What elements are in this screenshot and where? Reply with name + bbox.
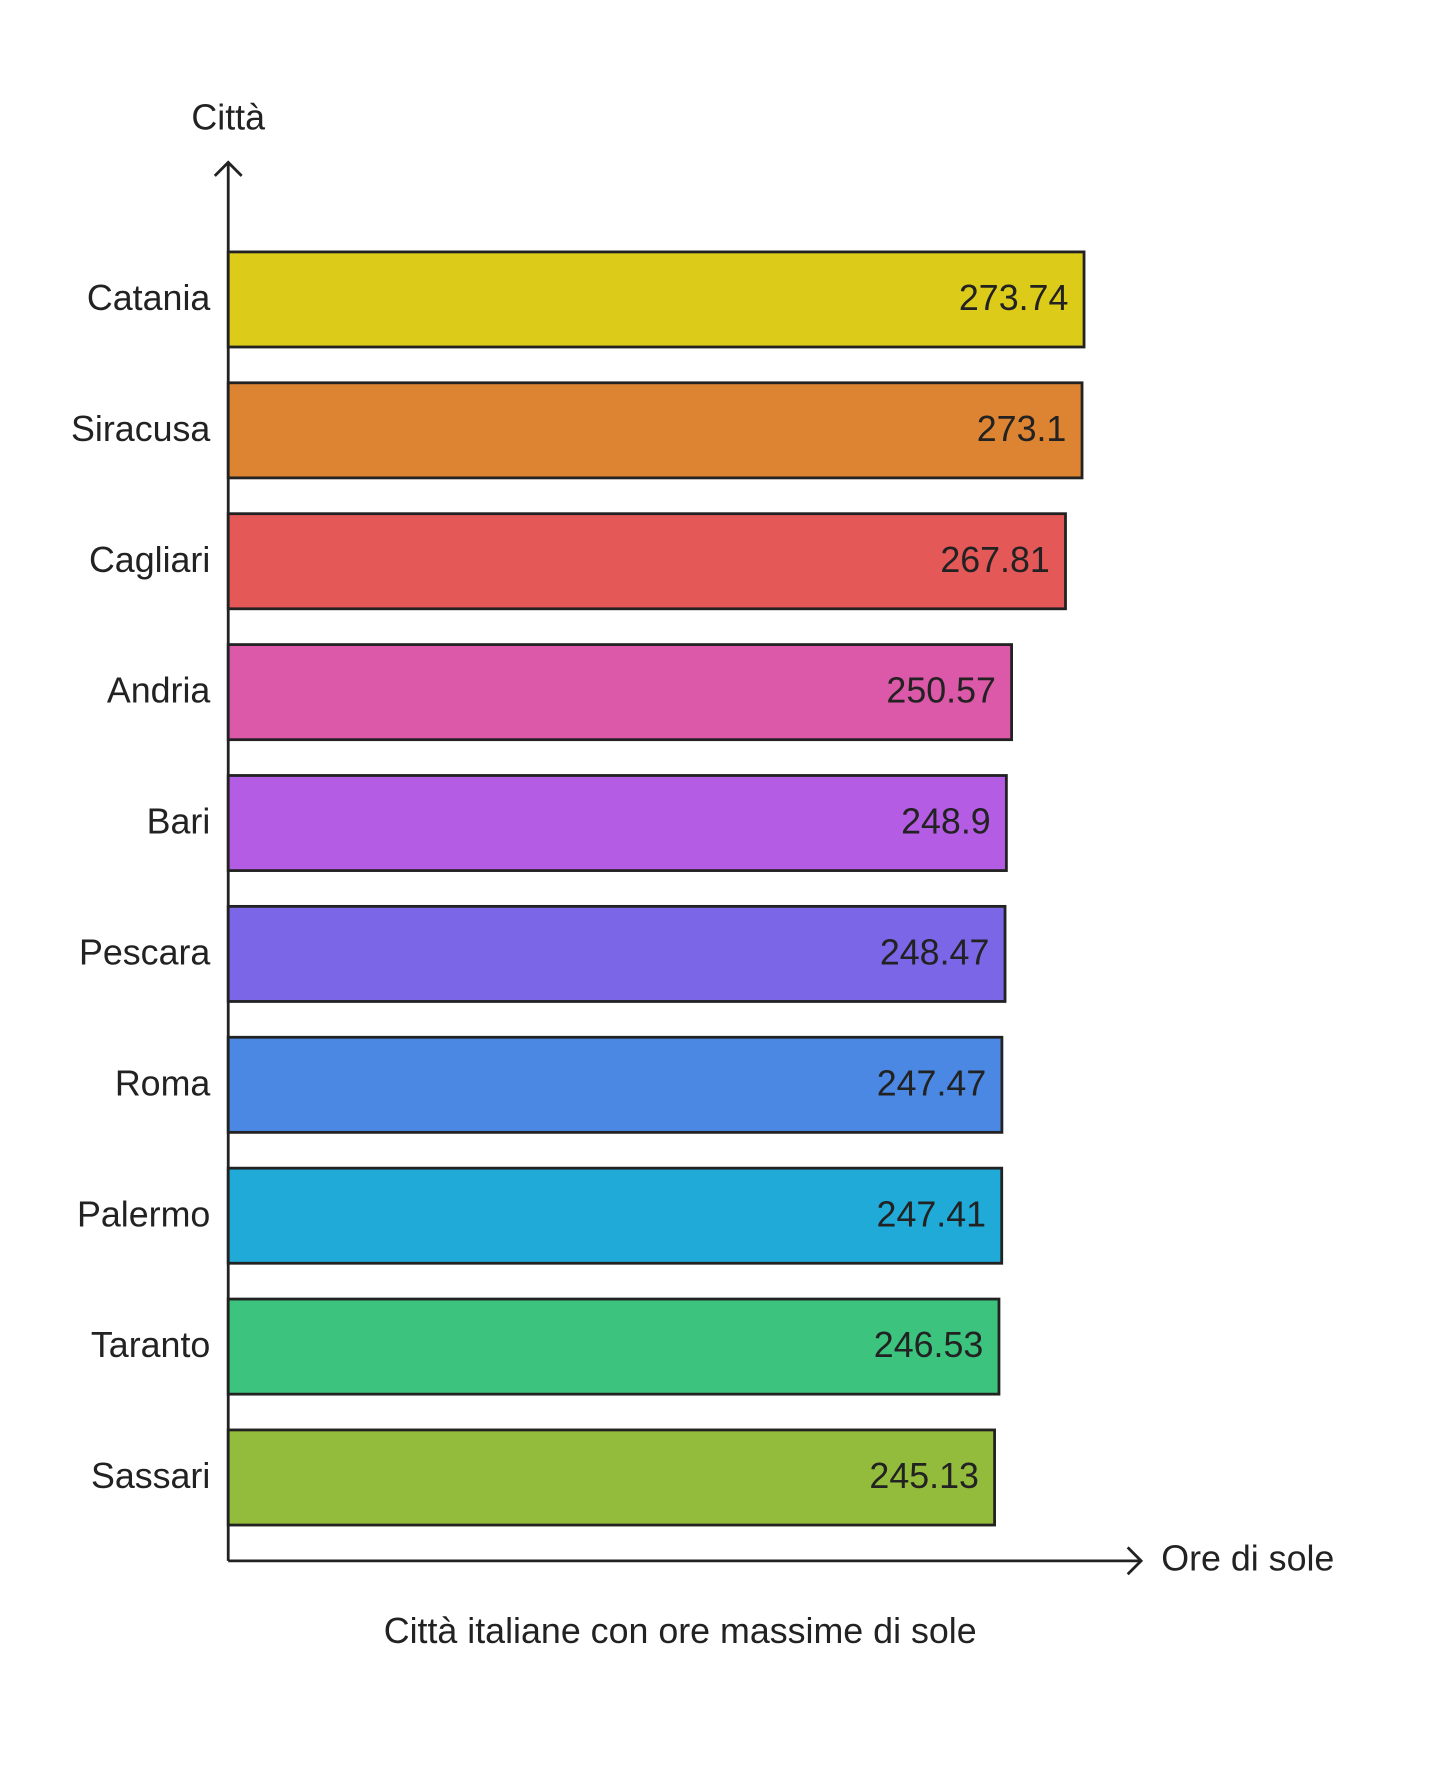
- y-tick-label: Pescara: [79, 932, 210, 972]
- y-tick-label: Sassari: [91, 1456, 210, 1496]
- x-axis-label: Ore di sole: [1161, 1538, 1334, 1578]
- value-label: 273.74: [959, 278, 1068, 318]
- y-tick-label: Taranto: [91, 1325, 210, 1365]
- bar: [226, 904, 1007, 1003]
- chart-title: Città italiane con ore massime di sole: [384, 1611, 977, 1651]
- value-label: 246.53: [874, 1325, 983, 1365]
- bar: [226, 512, 1067, 611]
- bar: [226, 1035, 1004, 1134]
- value-label: 273.1: [977, 409, 1067, 449]
- y-tick-label: Catania: [87, 278, 210, 318]
- bar: [226, 1166, 1004, 1265]
- bar: [226, 1297, 1001, 1396]
- value-label: 245.13: [869, 1456, 979, 1496]
- y-axis-label: Città: [191, 97, 265, 137]
- y-tick-label: Roma: [115, 1063, 211, 1103]
- value-label: 250.57: [886, 671, 996, 711]
- bar: [226, 250, 1086, 349]
- y-tick-label: Siracusa: [71, 409, 210, 449]
- value-label: 247.41: [877, 1194, 987, 1234]
- value-label: 248.47: [880, 932, 990, 972]
- value-label: 247.47: [877, 1063, 987, 1103]
- x-axis: [228, 1546, 1144, 1576]
- bar: [226, 643, 1013, 742]
- bar: [226, 774, 1008, 872]
- y-tick-label: Palermo: [77, 1194, 210, 1234]
- y-tick-label: Cagliari: [89, 540, 210, 580]
- value-label: 248.9: [901, 802, 991, 842]
- y-tick-label: Bari: [147, 802, 211, 842]
- value-label: 267.81: [940, 540, 1050, 580]
- bar: [226, 381, 1084, 480]
- bar: [226, 1428, 996, 1527]
- y-tick-label: Andria: [107, 671, 211, 711]
